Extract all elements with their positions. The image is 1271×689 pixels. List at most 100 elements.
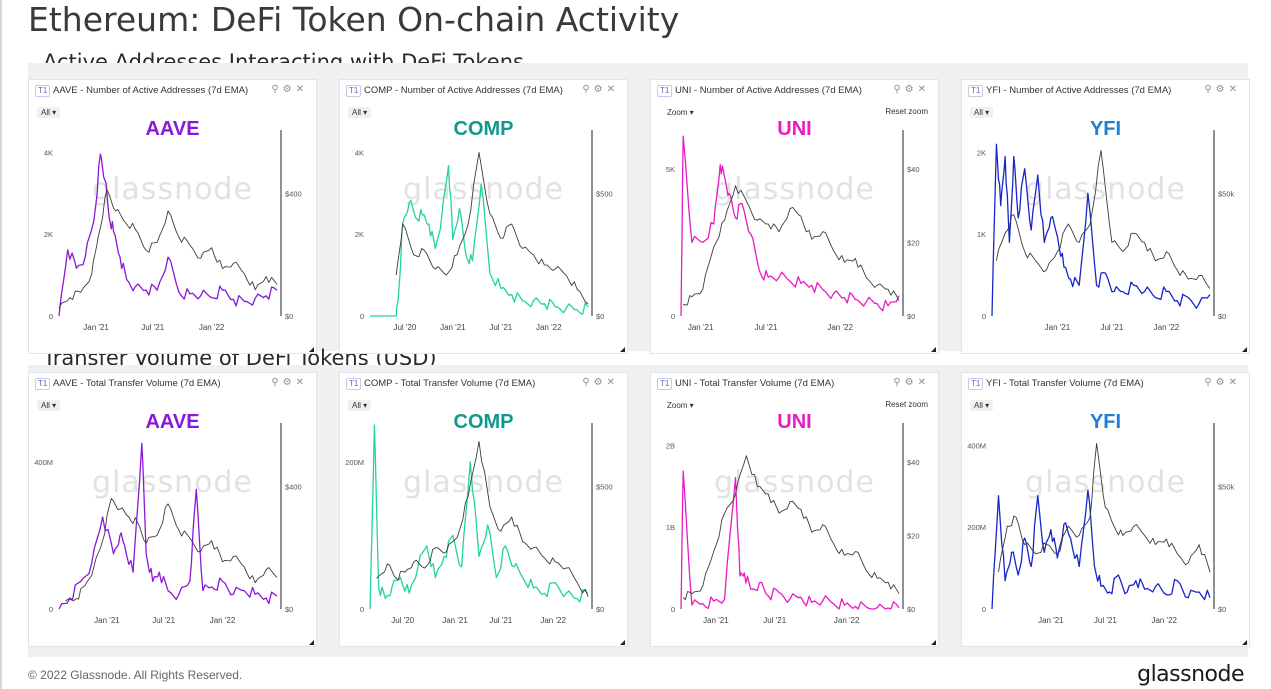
tier-badge: T1 xyxy=(657,378,673,390)
x-tick-label: Jan '21 xyxy=(1038,616,1064,625)
x-tick-label: Jul '21 xyxy=(152,616,175,625)
range-dropdown[interactable]: All ▾ xyxy=(970,107,994,118)
x-tick-label: Jan '22 xyxy=(536,323,562,332)
reset-zoom-button[interactable]: Reset zoom xyxy=(885,107,928,116)
metric-line xyxy=(680,470,900,610)
y2-tick-label: $400 xyxy=(285,482,302,491)
chart-panel-aave-tv: T1 AAVE - Total Transfer Volume (7d EMA) ⚲… xyxy=(28,372,317,647)
y2-tick-label: $0 xyxy=(285,312,293,321)
x-tick-label: Jan '21 xyxy=(703,616,729,625)
y2-tick-label: $500 xyxy=(596,482,613,491)
token-label: UNI xyxy=(777,118,812,140)
resize-handle[interactable] xyxy=(620,640,625,645)
x-tick-label: Jul '20 xyxy=(391,616,414,625)
price-line xyxy=(998,442,1211,573)
chart-plot[interactable]: 0 5K $0 $20 $40 Jan '21 Jul '21 Jan '22 xyxy=(651,80,940,355)
chart-plot[interactable]: 0 400M $0 $400 Jan '21 Jul '21 Jan '22 xyxy=(29,373,318,648)
x-tick-label: Jul '21 xyxy=(755,323,778,332)
chart-panel-comp-aa: T1 COMP - Number of Active Addresses (7d … xyxy=(339,79,628,354)
gear-icon[interactable]: ⚙ xyxy=(1215,84,1229,95)
panel-header: T1 UNI - Number of Active Addresses (7d E… xyxy=(651,80,938,102)
tier-badge: T1 xyxy=(968,378,984,390)
chart-plot[interactable]: 0 200M 400M $0 $50k Jan '21 Jul '21 Jan '22 xyxy=(962,373,1251,648)
x-tick-label: Jul '20 xyxy=(393,323,416,332)
range-dropdown[interactable]: All ▾ xyxy=(37,107,61,118)
search-icon[interactable]: ⚲ xyxy=(582,84,594,95)
y2-tick-label: $0 xyxy=(285,605,293,614)
search-icon[interactable]: ⚲ xyxy=(271,84,283,95)
panel-header: T1 COMP - Total Transfer Volume (7d EMA) ⚲… xyxy=(340,373,627,395)
page-title: Ethereum: DeFi Token On-chain Activity xyxy=(28,0,680,39)
y2-tick-label: $0 xyxy=(596,312,604,321)
resize-handle[interactable] xyxy=(309,347,314,352)
metric-line xyxy=(370,165,589,317)
y2-tick-label: $50k xyxy=(1218,189,1235,198)
token-label: YFI xyxy=(1089,118,1122,140)
x-tick-label: Jan '21 xyxy=(1045,323,1071,332)
resize-handle[interactable] xyxy=(931,347,936,352)
gear-icon[interactable]: ⚙ xyxy=(593,84,607,95)
token-label: AAVE xyxy=(145,411,200,433)
resize-handle[interactable] xyxy=(309,640,314,645)
panel-header: T1 AAVE - Number of Active Addresses (7d … xyxy=(29,80,316,102)
close-icon[interactable]: ✕ xyxy=(606,377,619,388)
tier-badge: T1 xyxy=(346,85,362,97)
y-tick-label: 0 xyxy=(360,312,364,321)
range-dropdown[interactable]: Zoom ▾ xyxy=(667,108,694,117)
gear-icon[interactable]: ⚙ xyxy=(593,377,607,388)
resize-handle[interactable] xyxy=(1242,640,1247,645)
y-tick-label: 200M xyxy=(345,458,364,467)
y-tick-label: 0 xyxy=(982,312,986,321)
search-icon[interactable]: ⚲ xyxy=(1204,84,1216,95)
search-icon[interactable]: ⚲ xyxy=(893,377,905,388)
chart-plot[interactable]: 0 1K 2K $0 $50k Jan '21 Jul '21 Jan '22 xyxy=(962,80,1251,355)
token-label: COMP xyxy=(453,411,514,433)
y-tick-label: 2K xyxy=(44,230,53,239)
close-icon[interactable]: ✕ xyxy=(295,377,308,388)
y-tick-label: 5K xyxy=(666,165,675,174)
range-dropdown[interactable]: All ▾ xyxy=(970,400,994,411)
y-tick-label: 0 xyxy=(49,605,53,614)
panel-title: YFI - Total Transfer Volume (7d EMA) xyxy=(986,378,1144,389)
search-icon[interactable]: ⚲ xyxy=(893,84,905,95)
chart-plot[interactable]: 0 2K 4K $0 $400 Jan '21 Jul '21 Jan '22 xyxy=(29,80,318,355)
panel-header: T1 COMP - Number of Active Addresses (7d … xyxy=(340,80,627,102)
close-icon[interactable]: ✕ xyxy=(1228,84,1241,95)
y-tick-label: 2K xyxy=(355,230,364,239)
left-edge-bar xyxy=(0,0,2,689)
metric-line xyxy=(991,143,1211,317)
y2-tick-label: $0 xyxy=(907,605,915,614)
close-icon[interactable]: ✕ xyxy=(1228,377,1241,388)
gear-icon[interactable]: ⚙ xyxy=(282,84,296,95)
y2-tick-label: $500 xyxy=(596,189,613,198)
watermark: glassnode xyxy=(92,172,253,207)
search-icon[interactable]: ⚲ xyxy=(271,377,283,388)
resize-handle[interactable] xyxy=(620,347,625,352)
search-icon[interactable]: ⚲ xyxy=(1204,377,1216,388)
y-tick-label: 0 xyxy=(671,312,675,321)
close-icon[interactable]: ✕ xyxy=(295,84,308,95)
tier-badge: T1 xyxy=(346,378,362,390)
chart-panel-uni-aa: T1 UNI - Number of Active Addresses (7d E… xyxy=(650,79,939,354)
gear-icon[interactable]: ⚙ xyxy=(904,377,918,388)
close-icon[interactable]: ✕ xyxy=(606,84,619,95)
search-icon[interactable]: ⚲ xyxy=(582,377,594,388)
close-icon[interactable]: ✕ xyxy=(917,84,930,95)
close-icon[interactable]: ✕ xyxy=(917,377,930,388)
range-dropdown[interactable]: All ▾ xyxy=(348,107,372,118)
x-tick-label: Jan '21 xyxy=(688,323,714,332)
y-tick-label: 0 xyxy=(49,312,53,321)
range-dropdown[interactable]: Zoom ▾ xyxy=(667,401,694,410)
chart-plot[interactable]: 0 2K 4K $0 $500 Jul '20 Jan '21 Jul '21 Jan '22 xyxy=(340,80,629,355)
gear-icon[interactable]: ⚙ xyxy=(904,84,918,95)
gear-icon[interactable]: ⚙ xyxy=(1215,377,1229,388)
resize-handle[interactable] xyxy=(931,640,936,645)
reset-zoom-button[interactable]: Reset zoom xyxy=(885,400,928,409)
range-dropdown[interactable]: All ▾ xyxy=(37,400,61,411)
range-dropdown[interactable]: All ▾ xyxy=(348,400,372,411)
chart-plot[interactable]: 0 200M $0 $500 Jul '20 Jan '21 Jul '21 Jan '22 xyxy=(340,373,629,648)
resize-handle[interactable] xyxy=(1242,347,1247,352)
chart-plot[interactable]: 0 1B 2B $0 $20 $40 Jan '21 Jul '21 Jan '22 xyxy=(651,373,940,648)
gear-icon[interactable]: ⚙ xyxy=(282,377,296,388)
y-tick-label: 400M xyxy=(34,458,53,467)
